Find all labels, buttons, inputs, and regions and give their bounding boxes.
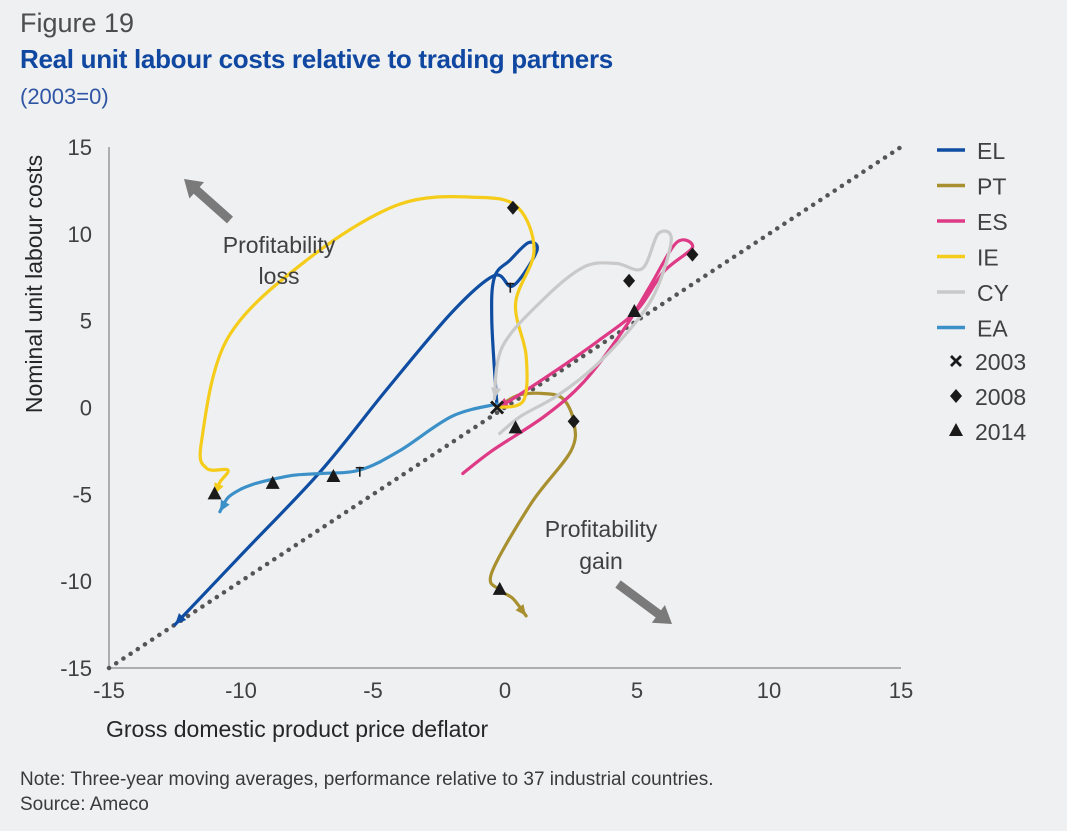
legend-symbol-2008 (950, 389, 962, 403)
y-axis-label: Nominal unit labour costs (21, 155, 47, 413)
series-arrowhead-el (175, 613, 187, 625)
x-tick-label: 10 (757, 678, 781, 703)
profitability-loss-arrow (184, 179, 233, 224)
series-arrowhead-pt (515, 604, 527, 616)
y-tick-label: 15 (68, 135, 92, 160)
marker-2014-el (326, 468, 341, 482)
chart-title: Real unit labour costs relative to tradi… (20, 44, 613, 74)
x-tick-label: -15 (93, 678, 125, 703)
chart-subtitle: (2003=0) (20, 84, 109, 109)
legend-symbol-2003 (950, 355, 962, 367)
marker-2014-ea (265, 475, 280, 489)
series-line-cy (492, 229, 673, 436)
y-tick-label: -10 (60, 569, 92, 594)
legend-label-ea: EA (977, 316, 1008, 342)
y-tick-label: 0 (80, 396, 92, 421)
y-tick-label: -15 (60, 656, 92, 681)
legend-label-ie: IE (977, 245, 999, 271)
series-line-pt (488, 391, 578, 618)
legend-label-el: EL (977, 138, 1005, 164)
marker-2003 (490, 400, 505, 415)
legend-label-cy: CY (977, 280, 1009, 306)
annotation-gain-line2: gain (579, 548, 622, 574)
marker-2008-ie (506, 200, 519, 215)
x-tick-label: -10 (225, 678, 257, 703)
marker-2014-pt (492, 581, 507, 595)
legend-label-2014: 2014 (975, 419, 1026, 445)
series-line-ea (218, 402, 499, 514)
axes (108, 147, 901, 669)
series-arrowhead-cy (491, 387, 502, 399)
annotation-gain-line1: Profitability (545, 516, 658, 542)
marker-2008-cy (623, 273, 636, 288)
legend-label-2008: 2008 (975, 384, 1026, 410)
marker-2008-pt (567, 414, 580, 429)
y-tick-label: -5 (72, 482, 92, 507)
y-tick-label: 5 (80, 309, 92, 334)
note-block: Note: Three-year moving averages, perfor… (20, 767, 714, 817)
series-arrowhead-ea (219, 499, 230, 512)
series-line-ie (198, 194, 536, 496)
legend-symbol-2014 (949, 423, 963, 436)
series-lines (173, 194, 695, 627)
marker-2014-ie (207, 486, 222, 500)
legend-label-pt: PT (977, 174, 1006, 200)
note-text: Note: Three-year moving averages, perfor… (20, 769, 714, 790)
legend: EL PT ES IE CY EA 2003 2008 2014 (937, 138, 1026, 445)
legend-label-2003: 2003 (975, 349, 1026, 375)
y-tick-label: 10 (68, 222, 92, 247)
source-text: Source: Ameco (20, 794, 149, 815)
series-line-el (173, 240, 539, 627)
marker-2008-es (686, 247, 699, 262)
marker-2014-es (627, 303, 642, 317)
tick-labels: -15 -10 -5 0 5 10 15 15 10 5 0 -5 -10 -15 (60, 135, 913, 703)
legend-label-es: ES (977, 209, 1008, 235)
x-tick-label: 5 (631, 678, 643, 703)
series-markers (207, 200, 699, 595)
x-tick-label: -5 (363, 678, 383, 703)
annotation-loss-line1: Profitability (223, 232, 336, 258)
x-axis-label: Gross domestic product price deflator (106, 716, 489, 742)
annotation-arrows (184, 179, 672, 624)
annotation-loss-line2: loss (259, 263, 300, 289)
x-tick-label: 0 (499, 678, 511, 703)
series-line-es (461, 238, 695, 476)
marker-2014-cy (508, 420, 523, 434)
profitability-gain-arrow (615, 580, 672, 624)
x-tick-label: 15 (889, 678, 913, 703)
figure-label: Figure 19 (20, 8, 135, 38)
chart-svg: -15 -10 -5 0 5 10 15 15 10 5 0 -5 -10 -15 Gross domes… (21, 135, 1026, 742)
